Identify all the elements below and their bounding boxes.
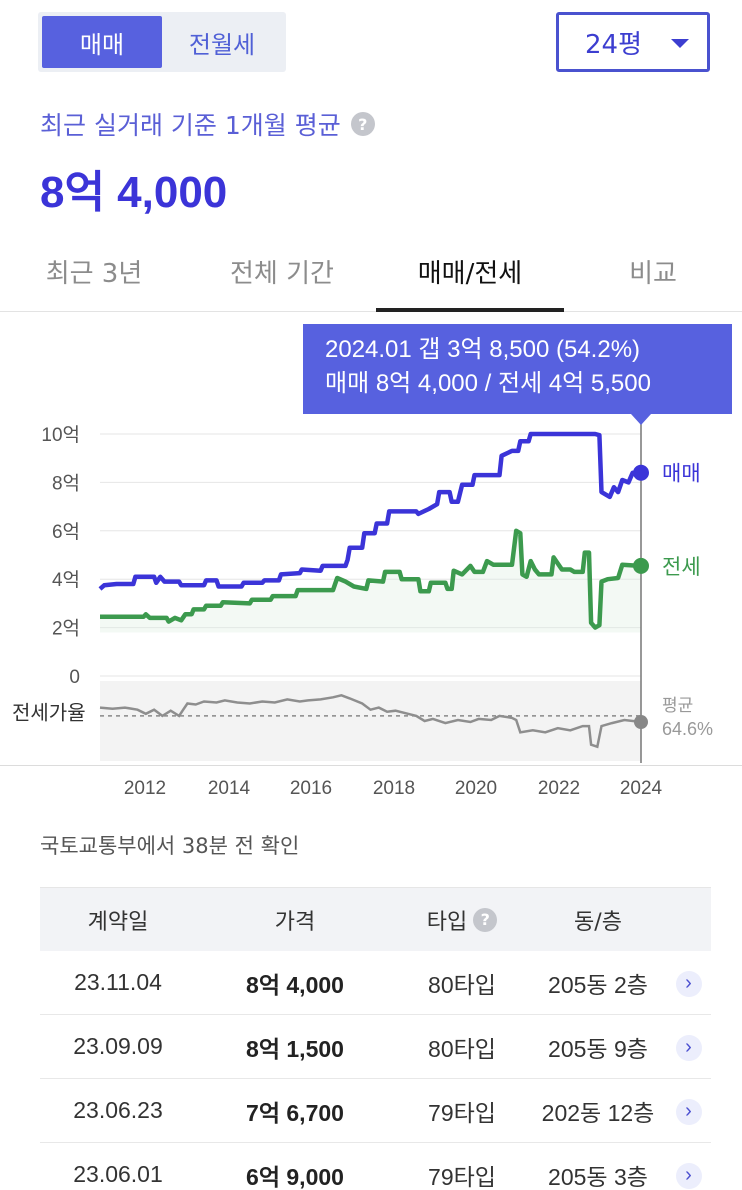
table-row[interactable]: 23.09.09 8억 1,500 80타입 205동 9층 › xyxy=(40,1015,711,1079)
x-tick-label: 2024 xyxy=(619,778,663,799)
row-price: 8억 1,500 xyxy=(246,1035,344,1062)
toggle-rent[interactable]: 전월세 xyxy=(188,30,256,59)
header-type-label: 타입 xyxy=(426,909,468,935)
row-date: 23.06.01 xyxy=(73,1161,163,1187)
y-tick-label: 2억 xyxy=(52,618,80,640)
chevron-right-icon[interactable]: › xyxy=(675,1162,702,1189)
ratio-series-line xyxy=(99,693,642,749)
data-source: 국토교통부에서 38분 전 확인 xyxy=(40,834,300,858)
tab-recent-3y[interactable]: 최근 3년 xyxy=(45,259,143,289)
size-select[interactable]: 24평 xyxy=(556,12,710,72)
transactions-table: 계약일 가격 타입 ? 동/층 23.11.04 8억 4,000 80타입 2… xyxy=(40,887,711,1190)
average-price: 8억 4,000 xyxy=(40,168,228,217)
tab-sale-jeonse[interactable]: 매매/전세 xyxy=(376,232,564,312)
period-tabs: 최근 3년 전체 기간 매매/전세 비교 xyxy=(0,232,742,312)
table-row[interactable]: 23.11.04 8억 4,000 80타입 205동 2층 › xyxy=(40,951,711,1015)
tooltip-price-line: 매매 8억 4,000 / 전세 4억 5,500 xyxy=(325,370,651,397)
jeonse-end-marker xyxy=(633,557,649,574)
chart-tooltip: 2024.01 갭 3억 8,500 (54.2%) 매매 8억 4,000 /… xyxy=(303,324,732,425)
jeonse-end-label: 전세 xyxy=(662,555,701,579)
row-price: 6억 9,000 xyxy=(246,1163,344,1190)
chevron-down-icon xyxy=(671,38,689,48)
x-tick-label: 2014 xyxy=(207,778,251,799)
x-tick-label: 2012 xyxy=(123,778,167,799)
help-icon[interactable]: ? xyxy=(350,112,375,136)
chevron-right-icon[interactable]: › xyxy=(675,1034,702,1061)
sale-end-marker xyxy=(633,464,649,481)
x-tick-label: 2018 xyxy=(372,778,416,799)
row-date: 23.11.04 xyxy=(74,969,162,995)
ratio-average-label: 평균 xyxy=(662,696,693,716)
ratio-end-marker xyxy=(634,715,648,730)
header-unit: 동/층 xyxy=(574,909,622,935)
x-axis-years: 2012 2014 2016 2018 2020 2022 2024 xyxy=(0,778,742,810)
y-tick-label: 8억 xyxy=(52,472,80,494)
sale-end-label: 매매 xyxy=(662,462,701,486)
header-price: 가격 xyxy=(274,909,316,935)
table-row[interactable]: 23.06.23 7억 6,700 79타입 202동 12층 › xyxy=(40,1079,711,1143)
average-caption-text: 최근 실거래 기준 1개월 평균 xyxy=(40,111,341,140)
ratio-average-value: 64.6% xyxy=(662,719,713,739)
size-select-value: 24평 xyxy=(585,29,643,60)
help-icon[interactable]: ? xyxy=(473,907,498,932)
tab-all-period[interactable]: 전체 기간 xyxy=(230,259,334,289)
row-date: 23.06.23 xyxy=(73,1097,163,1123)
row-price: 7억 6,700 xyxy=(246,1099,344,1126)
row-type: 79타입 xyxy=(428,1099,496,1126)
y-tick-label: 0 xyxy=(69,667,80,688)
table-row[interactable]: 23.06.01 6억 9,000 79타입 205동 3층 › xyxy=(40,1143,711,1190)
row-date: 23.09.09 xyxy=(73,1033,163,1059)
row-unit: 205동 9층 xyxy=(548,1035,648,1062)
toggle-sale[interactable]: 매매 xyxy=(42,16,162,68)
row-type: 79타입 xyxy=(428,1163,496,1190)
tooltip-gap-line: 2024.01 갭 3억 8,500 (54.2%) xyxy=(325,336,641,363)
x-tick-label: 2022 xyxy=(537,778,581,799)
x-tick-label: 2020 xyxy=(454,778,498,799)
header-date: 계약일 xyxy=(87,909,149,935)
y-tick-label: 4억 xyxy=(52,569,80,591)
trade-type-toggle: 매매 전월세 xyxy=(38,12,286,72)
row-unit: 205동 2층 xyxy=(548,971,648,998)
row-unit: 205동 3층 xyxy=(548,1163,648,1190)
ratio-label: 전세가율 xyxy=(12,701,86,725)
y-tick-label: 6억 xyxy=(52,521,80,543)
average-caption: 최근 실거래 기준 1개월 평균 ? xyxy=(40,106,375,142)
row-unit: 202동 12층 xyxy=(541,1099,655,1126)
row-price: 8억 4,000 xyxy=(246,971,344,998)
ratio-panel-bg xyxy=(100,681,641,761)
tab-compare[interactable]: 비교 xyxy=(629,259,677,289)
sale-series-line xyxy=(98,431,641,591)
chevron-right-icon[interactable]: › xyxy=(675,1098,702,1125)
chevron-right-icon[interactable]: › xyxy=(675,970,702,997)
jeonse-series-line xyxy=(100,528,642,630)
header-type: 타입 ? xyxy=(394,904,530,936)
row-type: 80타입 xyxy=(428,1035,496,1062)
row-type: 80타입 xyxy=(428,971,496,998)
table-header: 계약일 가격 타입 ? 동/층 xyxy=(40,887,711,951)
y-tick-label: 10억 xyxy=(41,424,80,446)
x-tick-label: 2016 xyxy=(289,778,333,799)
